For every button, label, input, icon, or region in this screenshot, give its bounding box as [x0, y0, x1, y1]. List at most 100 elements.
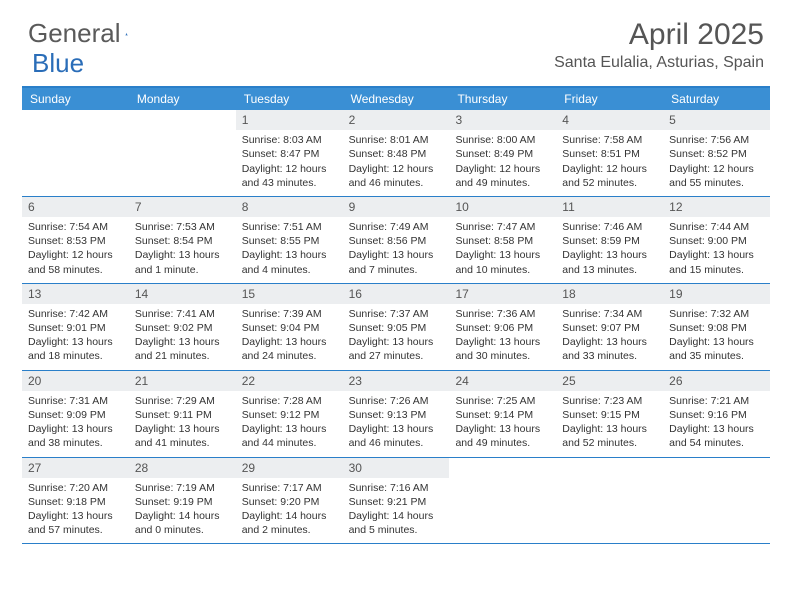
week-row: 13Sunrise: 7:42 AMSunset: 9:01 PMDayligh…: [22, 284, 770, 371]
day-number: 12: [663, 197, 770, 217]
day-line: Daylight: 13 hours: [455, 248, 550, 262]
day-cell: 20Sunrise: 7:31 AMSunset: 9:09 PMDayligh…: [22, 371, 129, 457]
day-line: Daylight: 12 hours: [455, 162, 550, 176]
day-line: Sunrise: 7:54 AM: [28, 220, 123, 234]
day-line: Sunset: 9:15 PM: [562, 408, 657, 422]
day-line: and 41 minutes.: [135, 436, 230, 450]
day-content: Sunrise: 7:44 AMSunset: 9:00 PMDaylight:…: [663, 217, 770, 283]
day-line: Sunset: 8:52 PM: [669, 147, 764, 161]
day-line: Daylight: 13 hours: [242, 335, 337, 349]
day-line: Sunset: 9:06 PM: [455, 321, 550, 335]
brand-part1: General: [28, 18, 121, 49]
day-line: Sunset: 9:07 PM: [562, 321, 657, 335]
day-number: 28: [129, 458, 236, 478]
day-line: and 35 minutes.: [669, 349, 764, 363]
day-line: and 33 minutes.: [562, 349, 657, 363]
day-cell: [663, 458, 770, 544]
day-line: Daylight: 14 hours: [135, 509, 230, 523]
day-line: Daylight: 13 hours: [349, 335, 444, 349]
day-line: and 52 minutes.: [562, 436, 657, 450]
day-line: Sunrise: 7:49 AM: [349, 220, 444, 234]
day-number: 10: [449, 197, 556, 217]
sail-icon: [125, 24, 129, 44]
day-line: and 5 minutes.: [349, 523, 444, 537]
day-line: and 0 minutes.: [135, 523, 230, 537]
day-cell: [22, 110, 129, 196]
day-line: Sunset: 9:04 PM: [242, 321, 337, 335]
week-row: 20Sunrise: 7:31 AMSunset: 9:09 PMDayligh…: [22, 371, 770, 458]
day-content: Sunrise: 7:41 AMSunset: 9:02 PMDaylight:…: [129, 304, 236, 370]
day-line: Sunrise: 7:28 AM: [242, 394, 337, 408]
day-number: 5: [663, 110, 770, 130]
day-line: Sunrise: 7:47 AM: [455, 220, 550, 234]
day-content: [129, 114, 236, 123]
day-content: [663, 462, 770, 471]
day-line: and 30 minutes.: [455, 349, 550, 363]
day-cell: 1Sunrise: 8:03 AMSunset: 8:47 PMDaylight…: [236, 110, 343, 196]
day-line: Sunset: 9:09 PM: [28, 408, 123, 422]
day-line: Sunset: 8:49 PM: [455, 147, 550, 161]
day-line: Sunset: 9:13 PM: [349, 408, 444, 422]
day-line: and 10 minutes.: [455, 263, 550, 277]
day-line: and 13 minutes.: [562, 263, 657, 277]
day-content: Sunrise: 7:42 AMSunset: 9:01 PMDaylight:…: [22, 304, 129, 370]
day-cell: 3Sunrise: 8:00 AMSunset: 8:49 PMDaylight…: [449, 110, 556, 196]
day-content: Sunrise: 7:47 AMSunset: 8:58 PMDaylight:…: [449, 217, 556, 283]
day-number: 6: [22, 197, 129, 217]
day-line: Daylight: 12 hours: [669, 162, 764, 176]
day-line: Daylight: 12 hours: [242, 162, 337, 176]
day-line: Sunrise: 7:41 AM: [135, 307, 230, 321]
day-cell: 9Sunrise: 7:49 AMSunset: 8:56 PMDaylight…: [343, 197, 450, 283]
day-line: Daylight: 12 hours: [349, 162, 444, 176]
day-cell: 18Sunrise: 7:34 AMSunset: 9:07 PMDayligh…: [556, 284, 663, 370]
day-line: Sunrise: 7:36 AM: [455, 307, 550, 321]
month-title: April 2025: [554, 18, 764, 52]
day-line: Sunrise: 7:21 AM: [669, 394, 764, 408]
weekday-header: Thursday: [449, 88, 556, 110]
day-number: 29: [236, 458, 343, 478]
location-text: Santa Eulalia, Asturias, Spain: [554, 54, 764, 72]
day-line: Daylight: 13 hours: [242, 422, 337, 436]
day-number: 17: [449, 284, 556, 304]
day-cell: 25Sunrise: 7:23 AMSunset: 9:15 PMDayligh…: [556, 371, 663, 457]
day-line: and 21 minutes.: [135, 349, 230, 363]
day-line: and 27 minutes.: [349, 349, 444, 363]
day-line: Daylight: 13 hours: [135, 335, 230, 349]
day-number: 15: [236, 284, 343, 304]
day-cell: 14Sunrise: 7:41 AMSunset: 9:02 PMDayligh…: [129, 284, 236, 370]
day-cell: 16Sunrise: 7:37 AMSunset: 9:05 PMDayligh…: [343, 284, 450, 370]
day-line: Sunrise: 7:26 AM: [349, 394, 444, 408]
day-content: Sunrise: 8:01 AMSunset: 8:48 PMDaylight:…: [343, 130, 450, 196]
day-line: Sunset: 8:59 PM: [562, 234, 657, 248]
day-cell: 12Sunrise: 7:44 AMSunset: 9:00 PMDayligh…: [663, 197, 770, 283]
day-line: and 4 minutes.: [242, 263, 337, 277]
day-line: Sunset: 8:48 PM: [349, 147, 444, 161]
day-line: Sunrise: 7:31 AM: [28, 394, 123, 408]
day-line: Sunrise: 7:37 AM: [349, 307, 444, 321]
day-content: Sunrise: 8:00 AMSunset: 8:49 PMDaylight:…: [449, 130, 556, 196]
day-content: Sunrise: 7:56 AMSunset: 8:52 PMDaylight:…: [663, 130, 770, 196]
day-number: 22: [236, 371, 343, 391]
day-cell: 28Sunrise: 7:19 AMSunset: 9:19 PMDayligh…: [129, 458, 236, 544]
calendar: Sunday Monday Tuesday Wednesday Thursday…: [22, 86, 770, 544]
day-content: Sunrise: 7:58 AMSunset: 8:51 PMDaylight:…: [556, 130, 663, 196]
day-content: Sunrise: 7:46 AMSunset: 8:59 PMDaylight:…: [556, 217, 663, 283]
day-line: Sunrise: 7:51 AM: [242, 220, 337, 234]
day-line: Daylight: 13 hours: [28, 422, 123, 436]
day-line: Sunset: 8:55 PM: [242, 234, 337, 248]
day-line: and 58 minutes.: [28, 263, 123, 277]
day-line: Sunset: 9:16 PM: [669, 408, 764, 422]
day-line: Sunrise: 7:39 AM: [242, 307, 337, 321]
day-cell: 11Sunrise: 7:46 AMSunset: 8:59 PMDayligh…: [556, 197, 663, 283]
day-number: 19: [663, 284, 770, 304]
day-number: 30: [343, 458, 450, 478]
day-number: 23: [343, 371, 450, 391]
day-line: Daylight: 12 hours: [28, 248, 123, 262]
day-content: [556, 462, 663, 471]
day-content: Sunrise: 7:32 AMSunset: 9:08 PMDaylight:…: [663, 304, 770, 370]
day-line: Daylight: 13 hours: [562, 422, 657, 436]
day-cell: 27Sunrise: 7:20 AMSunset: 9:18 PMDayligh…: [22, 458, 129, 544]
day-line: Sunrise: 7:53 AM: [135, 220, 230, 234]
day-cell: 22Sunrise: 7:28 AMSunset: 9:12 PMDayligh…: [236, 371, 343, 457]
day-line: Daylight: 13 hours: [669, 422, 764, 436]
